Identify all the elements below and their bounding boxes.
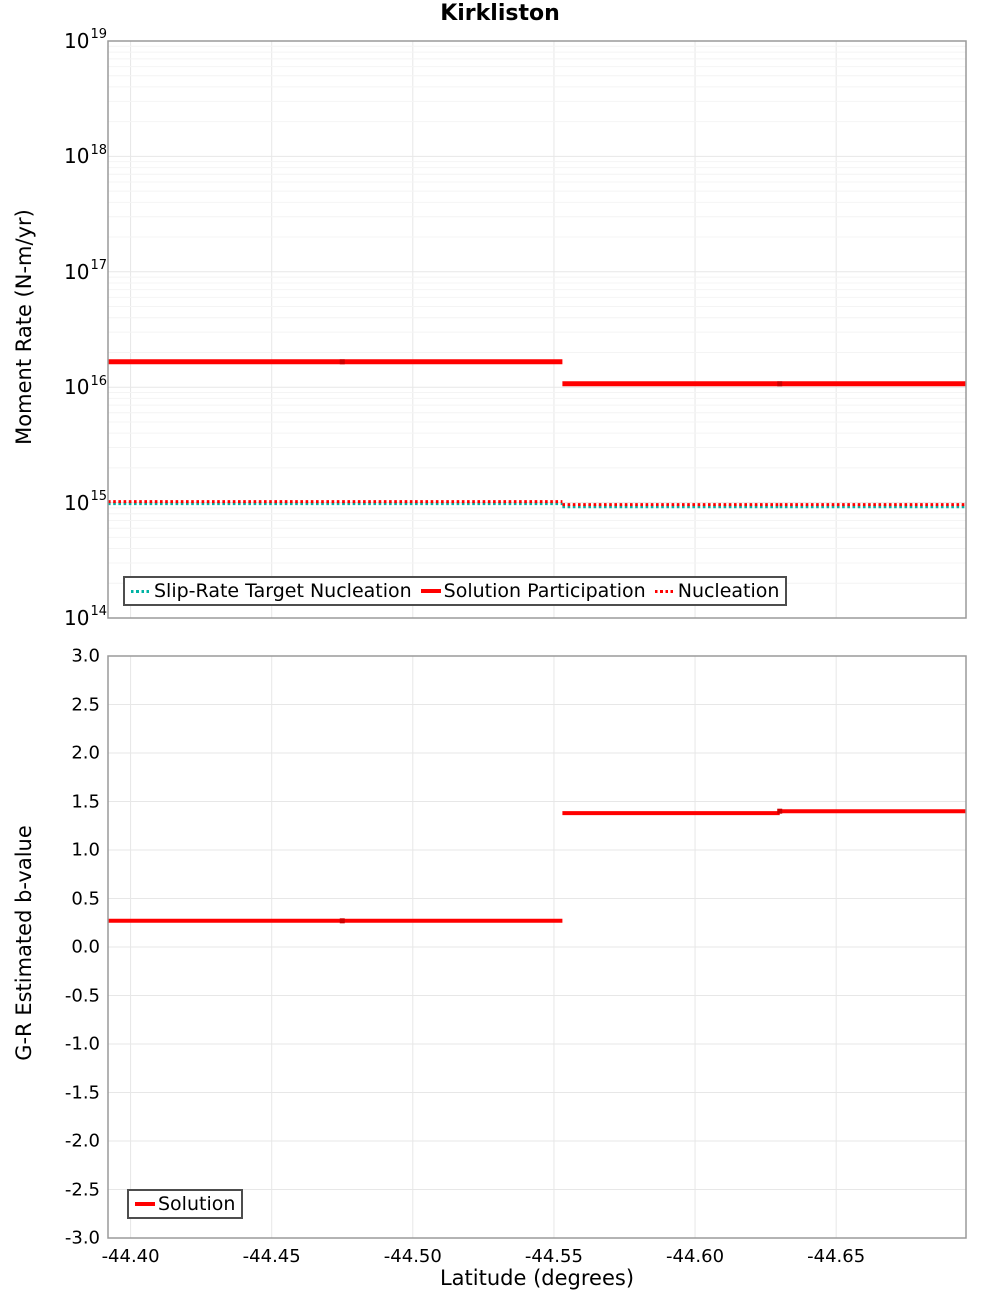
y-tick-label: 1018 [64,142,107,169]
y-tick-label: 1017 [64,258,107,284]
y-tick-label: 1016 [64,373,107,400]
red-solid-line-icon [135,1202,155,1206]
y-tick-label: 1.0 [71,839,100,861]
legend-label: Solution Participation [443,580,646,602]
bottom-legend: Solution [127,1189,244,1219]
series-joint-marker [339,918,345,924]
y-tick-label: 2.5 [71,694,100,715]
legend-label: Solution [158,1193,236,1215]
red-solid-line-icon [420,589,441,593]
y-tick-label: 2.0 [71,742,100,764]
x-tick-label: -44.65 [807,1246,866,1267]
legend-item-slip-rate-target-nucleation: Slip-Rate Target Nucleation [131,580,412,602]
series-joint-marker [339,359,345,365]
legend-label: Slip-Rate Target Nucleation [154,580,412,602]
plot-border [107,655,967,1239]
y-tick-label: -0.5 [64,985,100,1006]
chart-title: Kirkliston [440,1,560,26]
y-tick-label: -2.0 [64,1130,100,1152]
x-tick-label: -44.55 [524,1246,583,1267]
red-dotted-line-icon [654,589,675,593]
plot-border [107,40,967,619]
legend-label: Nucleation [677,580,780,602]
y-tick-label: 1019 [64,27,107,53]
x-tick-label: -44.60 [666,1246,725,1267]
x-tick-label: -44.40 [101,1246,160,1267]
x-axis-label: Latitude (degrees) [439,1266,635,1290]
y-tick-label: 0.0 [71,936,100,958]
y-tick-label: 1.5 [71,791,100,812]
y-tick-label: -2.5 [64,1179,100,1200]
y-tick-label: -3.0 [64,1227,100,1249]
y-tick-label: -1.0 [64,1033,100,1055]
series-joint-marker [777,381,783,387]
y-tick-label: 0.5 [71,888,100,909]
y-tick-label: 1015 [64,488,107,515]
y-tick-label: 1014 [64,604,107,630]
x-tick-label: -44.45 [242,1246,301,1267]
teal-dotted-line-icon [131,589,151,593]
series-joint-marker [777,808,783,814]
legend-item-nucleation: Nucleation [654,580,780,602]
legend-item-solution-participation: Solution Participation [420,580,646,602]
legend-item-solution: Solution [135,1193,235,1215]
x-tick-label: -44.50 [383,1246,442,1267]
top-legend: Slip-Rate Target Nucleation Solution Par… [123,576,788,606]
y-tick-label: -1.5 [64,1082,100,1103]
top-y-axis-label: Moment Rate (N-m/yr) [12,209,36,445]
y-tick-label: 3.0 [71,645,100,667]
